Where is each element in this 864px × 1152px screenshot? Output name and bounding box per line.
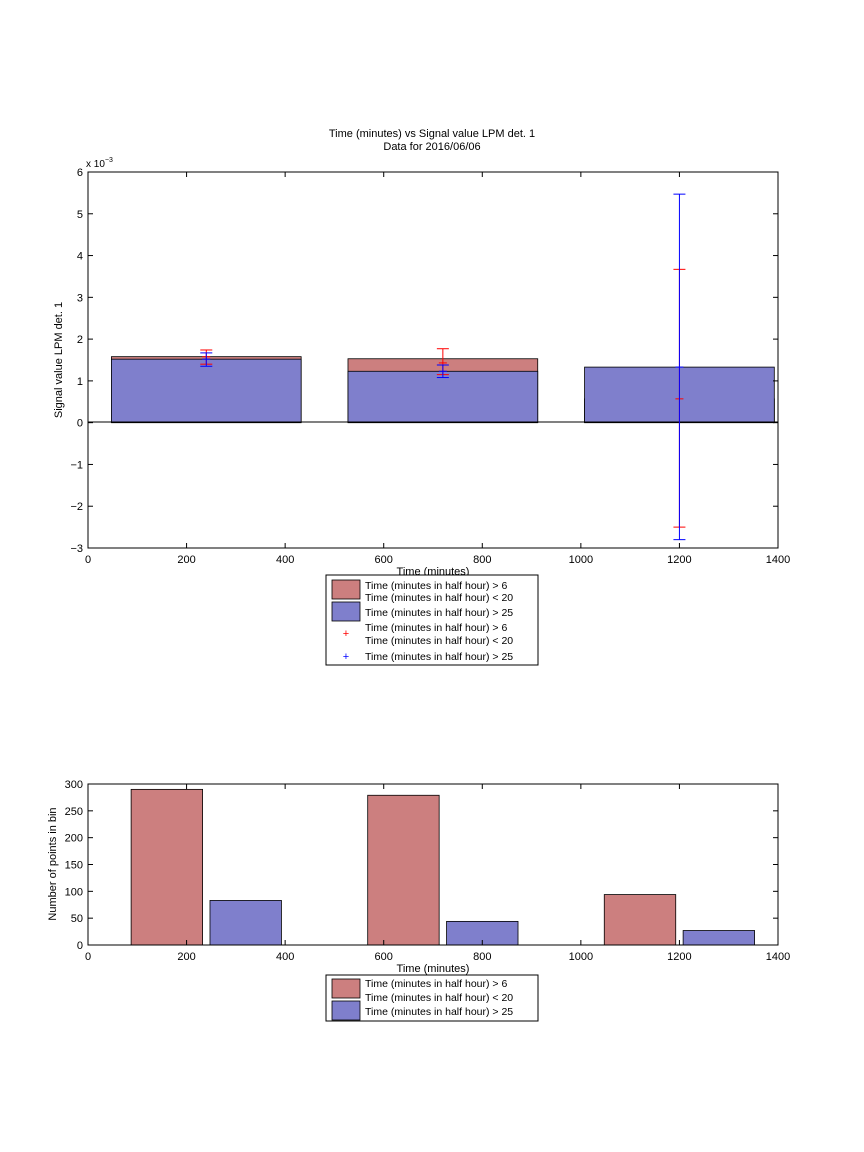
legend-box	[325, 974, 539, 1022]
count-bar-blue	[682, 930, 755, 946]
y-axis-ticks: −3 −2 −1 0 1 2 3 4 5 6	[70, 167, 778, 555]
legend: Time (minutes in half hour) > 6 Time (mi…	[325, 574, 539, 666]
y-tick-label: 150	[65, 860, 83, 872]
y-tick-label: 2	[77, 334, 83, 346]
y-tick-label: 0	[77, 418, 83, 430]
y-tick-label: 100	[65, 886, 83, 898]
bar-blue	[347, 370, 539, 424]
count-bar-red	[367, 794, 440, 946]
count-bars	[130, 788, 755, 946]
plot-frame	[87, 171, 779, 549]
signal-chart: Time (minutes) vs Signal value LPM det. …	[53, 128, 790, 666]
legend-label: Time (minutes in half hour) > 6	[365, 622, 507, 634]
bar-blue	[111, 358, 302, 424]
y-tick-label: 5	[77, 209, 83, 221]
x-tick-label: 0	[85, 951, 91, 963]
legend-label: Time (minutes in half hour) > 25	[365, 1006, 513, 1018]
x-tick-label: 200	[177, 554, 195, 566]
x-axis-ticks: 0 200 400 600 800 1000 1200 1400	[85, 784, 790, 963]
y-exponent-label: x 10−3	[86, 157, 113, 170]
legend-label: Time (minutes in half hour) < 20	[365, 592, 513, 604]
legend-label: Time (minutes in half hour) < 20	[365, 635, 513, 647]
x-tick-label: 600	[375, 951, 393, 963]
x-tick-label: 1200	[667, 951, 691, 963]
legend-patch-blue	[331, 601, 361, 622]
count-bar-red	[130, 788, 203, 946]
x-tick-label: 800	[473, 951, 491, 963]
y-tick-label: 0	[77, 940, 83, 952]
y-tick-label: 300	[65, 779, 83, 791]
count-chart: 0 200 400 600 800 1000 1200 1400 0 50 100 150 200 25…	[47, 779, 790, 1022]
count-bar-red	[603, 894, 677, 946]
legend: Time (minutes in half hour) > 6 Time (mi…	[325, 974, 539, 1022]
y-tick-label: −3	[70, 543, 83, 555]
x-tick-label: 1000	[569, 554, 593, 566]
legend-marker-red: +	[343, 628, 349, 640]
legend-label: Time (minutes in half hour) > 25	[365, 607, 513, 619]
y-tick-label: 6	[77, 167, 83, 179]
y-tick-label: −1	[70, 459, 83, 471]
legend-label: Time (minutes in half hour) > 25	[365, 651, 513, 663]
error-bars	[200, 193, 686, 541]
x-tick-label: 800	[473, 554, 491, 566]
legend-patch-red	[331, 978, 361, 999]
y-axis-ticks: 0 50 100 150 200 250 300	[65, 779, 778, 952]
x-tick-label: 1400	[766, 951, 790, 963]
x-axis-label: Time (minutes)	[397, 963, 470, 975]
x-axis-ticks: 0 200 400 600 800 1000 1200 1400	[85, 172, 790, 566]
x-tick-label: 400	[276, 554, 294, 566]
y-tick-label: −2	[70, 501, 83, 513]
y-tick-label: 250	[65, 806, 83, 818]
chart-title: Time (minutes) vs Signal value LPM det. …	[329, 128, 535, 140]
y-axis-label: Number of points in bin	[47, 807, 59, 920]
x-tick-label: 600	[375, 554, 393, 566]
count-bar-blue	[209, 900, 282, 946]
x-tick-label: 1000	[569, 951, 593, 963]
legend-label: Time (minutes in half hour) > 6	[365, 580, 507, 592]
legend-patch-blue	[331, 1000, 361, 1021]
y-tick-label: 200	[65, 833, 83, 845]
chart-subtitle: Data for 2016/06/06	[383, 141, 480, 153]
legend-patch-red	[331, 579, 361, 600]
legend-marker-blue: +	[343, 651, 349, 663]
y-tick-label: 1	[77, 376, 83, 388]
y-tick-label: 4	[77, 251, 83, 263]
x-tick-label: 1200	[667, 554, 691, 566]
x-tick-label: 400	[276, 951, 294, 963]
legend-label: Time (minutes in half hour) > 6	[365, 978, 507, 990]
legend-box	[325, 574, 539, 666]
y-tick-label: 50	[71, 913, 83, 925]
y-axis-label: Signal value LPM det. 1	[53, 302, 65, 418]
x-tick-label: 1400	[766, 554, 790, 566]
legend-label: Time (minutes in half hour) < 20	[365, 992, 513, 1004]
y-tick-label: 3	[77, 292, 83, 304]
x-tick-label: 0	[85, 554, 91, 566]
x-tick-label: 200	[177, 951, 195, 963]
